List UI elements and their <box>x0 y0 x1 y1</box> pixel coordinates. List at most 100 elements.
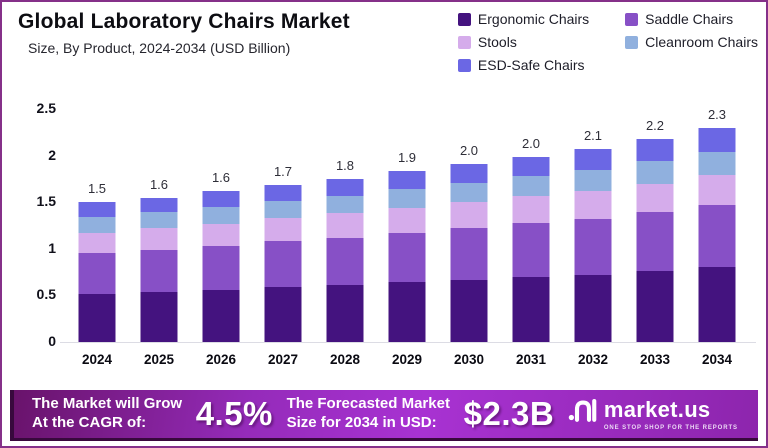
cagr-banner: The Market will Grow At the CAGR of: 4.5… <box>10 390 758 441</box>
x-tick-label: 2032 <box>577 352 609 367</box>
bar-segment <box>388 189 426 208</box>
bar-column-2032: 2.1 2032 <box>562 109 624 367</box>
bar-segment <box>698 151 736 176</box>
bar-segment <box>140 212 178 229</box>
y-tick-label: 0.5 <box>36 286 56 303</box>
bar-segment <box>326 178 364 196</box>
bar-segment <box>140 249 178 292</box>
legend-label: Saddle Chairs <box>645 11 734 27</box>
bar-segment <box>450 228 488 280</box>
bar-segment <box>574 169 612 192</box>
marketus-logo[interactable]: market.us ONE STOP SHOP FOR THE REPORTS <box>568 397 738 431</box>
y-tick-label: 1 <box>48 239 56 256</box>
legend-label: ESD-Safe Chairs <box>477 57 585 73</box>
bar-segment <box>636 183 674 213</box>
y-tick-label: 0 <box>48 333 56 349</box>
bar-total-label: 2.2 <box>645 117 665 133</box>
bar-segment <box>636 161 674 184</box>
bar-column-2029: 1.9 2029 <box>376 109 438 367</box>
bar-total-label: 1.6 <box>149 176 169 192</box>
bar-segment <box>202 191 240 207</box>
x-axis-baseline <box>60 342 756 343</box>
bar-stack: 2.2 <box>636 109 674 342</box>
bar-segment <box>450 182 488 203</box>
bar-segment <box>574 191 612 219</box>
bar-column-2030: 2.0 2030 <box>438 109 500 367</box>
bar-segment <box>140 228 178 250</box>
bar-segment <box>388 282 426 342</box>
bar-segment <box>636 138 674 162</box>
legend-swatch-icon <box>457 12 471 26</box>
page-title: Global Laboratory Chairs Market <box>18 10 350 33</box>
bar-stack: 2.0 <box>450 109 488 342</box>
bar-total-label: 2.0 <box>521 135 541 151</box>
bar-segment <box>202 223 240 247</box>
bar-segment <box>512 176 550 196</box>
legend-item-1: Saddle Chairs <box>625 11 758 27</box>
bar-segment <box>574 274 612 342</box>
chart-legend: Ergonomic Chairs Saddle Chairs Stools Clean… <box>457 11 758 73</box>
bar-column-2034: 2.3 2034 <box>686 106 748 367</box>
bar-column-2033: 2.2 2033 <box>624 109 686 367</box>
x-tick-label: 2026 <box>205 352 237 367</box>
bar-segment <box>140 291 178 342</box>
bar-total-label: 1.8 <box>335 157 355 173</box>
x-tick-label: 2025 <box>143 352 175 367</box>
bar-column-2026: 1.6 2026 <box>190 109 252 367</box>
legend-item-4: ESD-Safe Chairs <box>457 57 589 73</box>
bar-segment <box>140 197 178 213</box>
legend-label: Stools <box>477 34 517 50</box>
bar-stack: 1.5 <box>78 109 116 342</box>
bar-segment <box>78 253 116 294</box>
bar-segment <box>264 201 302 219</box>
bar-column-2027: 1.7 2027 <box>252 109 314 367</box>
cagr-value: 4.5% <box>195 395 273 432</box>
bar-total-label: 2.0 <box>459 143 479 158</box>
bar-segment <box>326 285 364 342</box>
bar-segment <box>512 276 550 342</box>
x-tick-label: 2030 <box>453 352 485 367</box>
bar-segment <box>512 222 550 277</box>
bar-segment <box>574 149 612 170</box>
marketus-logo-icon <box>568 397 598 423</box>
bar-segment <box>698 127 736 152</box>
bar-segment <box>326 237 364 286</box>
bar-column-2031: 2.0 2031 <box>500 109 562 367</box>
bar-stack: 2.0 <box>512 109 550 342</box>
forecast-label: The Forecasted Market Size for 2034 in U… <box>287 395 450 433</box>
cagr-label-line2: At the CAGR of: <box>32 414 147 431</box>
bar-segment <box>78 217 116 233</box>
legend-label: Ergonomic Chairs <box>477 11 590 27</box>
bar-total-label: 2.1 <box>583 128 603 144</box>
bar-stack: 2.3 <box>698 106 736 342</box>
forecast-label-line2: Size for 2034 in USD: <box>286 414 437 431</box>
bar-column-2025: 1.6 2025 <box>128 109 190 367</box>
bar-total-label: 2.3 <box>707 106 727 122</box>
y-tick-label: 2 <box>48 146 56 163</box>
x-tick-label: 2029 <box>391 352 423 367</box>
legend-swatch-icon <box>625 12 639 26</box>
bar-total-label: 1.7 <box>273 164 293 180</box>
legend-item-2: Stools <box>457 34 589 50</box>
x-tick-label: 2031 <box>515 352 547 367</box>
bar-segment <box>78 232 116 254</box>
x-tick-label: 2027 <box>267 352 299 367</box>
bar-segment <box>264 287 302 342</box>
cagr-label-line1: The Market will Grow <box>32 395 183 413</box>
bar-segment <box>326 213 364 238</box>
bar-segment <box>388 207 426 233</box>
bar-column-2024: 1.5 2024 <box>66 109 128 367</box>
bar-column-2028: 1.8 2028 <box>314 109 376 367</box>
x-tick-label: 2033 <box>639 352 671 367</box>
bar-segment <box>574 219 612 275</box>
bar-total-label: 1.6 <box>211 170 231 186</box>
bar-stack: 1.8 <box>326 109 364 342</box>
bar-segment <box>512 156 550 177</box>
page-subtitle: Size, By Product, 2024-2034 (USD Billion… <box>28 40 291 56</box>
x-tick-label: 2028 <box>329 352 361 367</box>
y-tick-label: 1.5 <box>36 193 56 210</box>
bar-segment <box>512 195 550 223</box>
bar-segment <box>636 271 674 342</box>
bar-total-label: 1.9 <box>397 150 417 166</box>
